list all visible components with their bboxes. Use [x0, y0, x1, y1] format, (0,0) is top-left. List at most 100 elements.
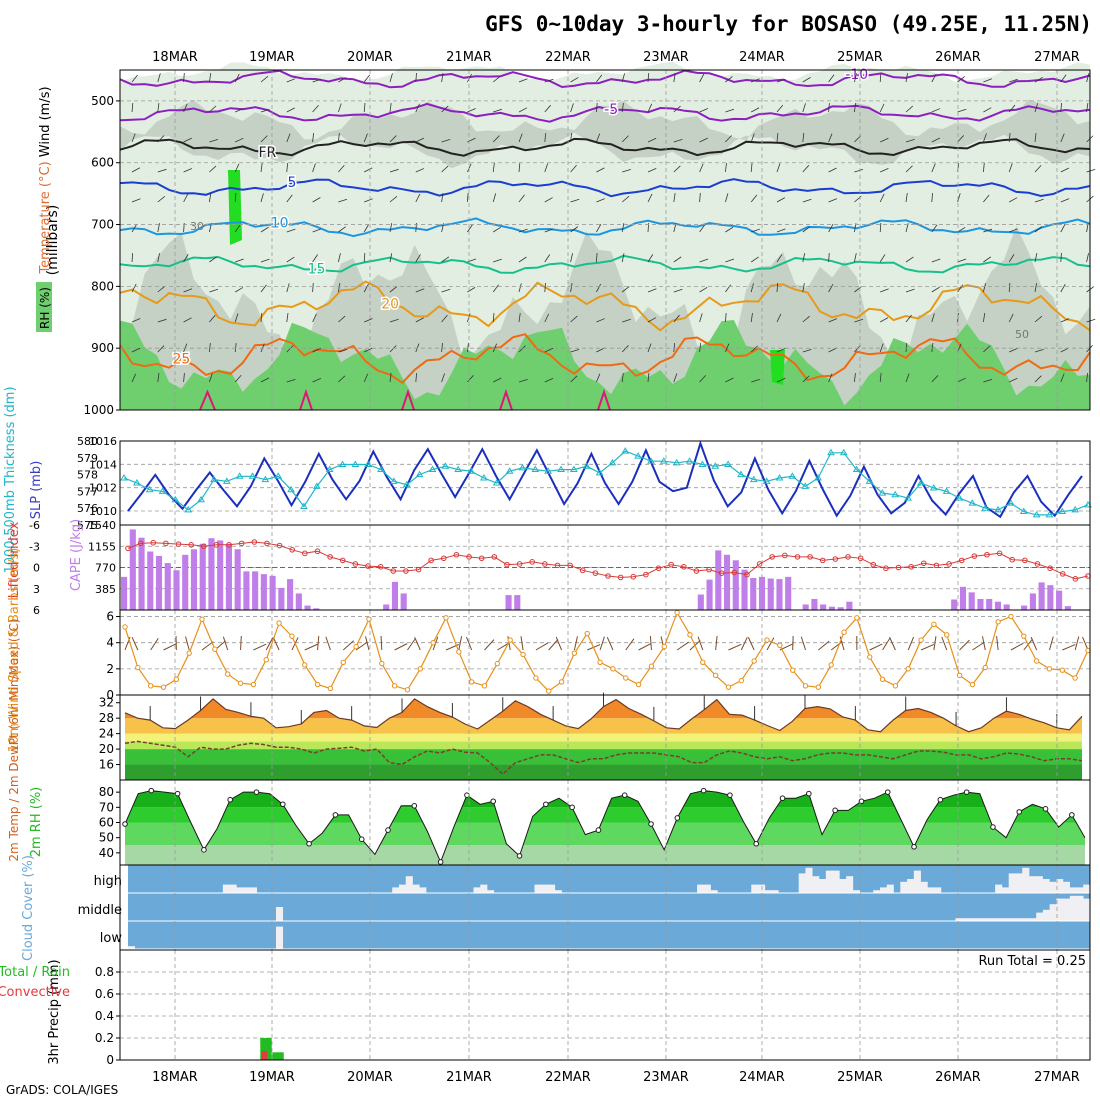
wind-barb — [596, 74, 603, 83]
cloud-high-bar — [392, 887, 400, 893]
wind-barb — [183, 103, 188, 113]
wind-barb — [622, 318, 631, 323]
wind-barb — [163, 643, 177, 651]
wind-barb — [286, 194, 293, 203]
wind-barb — [882, 637, 891, 651]
wind-barb — [131, 224, 137, 233]
wind-barb — [828, 283, 834, 293]
wind-barb — [621, 195, 630, 203]
lifted-index-marker — [125, 545, 131, 552]
thickness-marker — [685, 457, 694, 464]
cloud-high-bar — [1056, 879, 1064, 893]
x-tick-label: 27MAR — [1034, 50, 1080, 65]
cloud-high-bar — [764, 890, 772, 893]
wind-barb — [647, 137, 657, 143]
rh-shading-green — [120, 320, 1090, 410]
wind-barb — [467, 163, 472, 173]
rh-marker — [1016, 809, 1023, 815]
wind-barb — [1034, 315, 1043, 323]
wind-barb — [673, 73, 676, 83]
wind-barb — [1060, 223, 1066, 233]
temperature-band — [125, 698, 1082, 719]
cloud-middle-bar — [955, 918, 963, 921]
wind-barb — [414, 637, 421, 651]
x-tick-label: 19MAR — [249, 1070, 295, 1085]
cape-bar — [514, 595, 521, 610]
cloud-high-bar — [1015, 873, 1023, 893]
wind-barb — [596, 347, 605, 353]
wind-barb — [941, 636, 948, 651]
rh-marker — [464, 792, 470, 798]
wind-barb — [828, 223, 834, 233]
wind-barb — [697, 636, 704, 651]
wind-speed-marker — [700, 659, 706, 666]
wind-barb — [209, 138, 219, 143]
wind-barb — [1060, 347, 1070, 353]
wind-barb — [441, 138, 451, 143]
rh-band — [125, 845, 1085, 865]
cloud-high-bar — [222, 884, 230, 893]
lifted-index-marker — [1072, 576, 1079, 582]
cloud-middle-bar — [276, 907, 284, 921]
wind-barb — [415, 137, 425, 143]
cloud-high-bar — [1035, 876, 1043, 893]
dewpoint-line — [124, 740, 1083, 776]
rh-contour-label: 30 — [190, 220, 204, 233]
wind-barb — [260, 135, 268, 143]
wind-speed-marker — [379, 660, 385, 667]
wind-barb — [389, 286, 398, 293]
wind-barb — [286, 163, 288, 173]
y-tick-label: 0 — [106, 1053, 114, 1067]
cloud-middle-bar — [1083, 898, 1091, 921]
wind-barb — [492, 76, 501, 83]
cape-bar — [304, 605, 311, 610]
wind-barb — [1060, 133, 1065, 143]
thickness-marker — [788, 472, 797, 479]
wind-barb — [363, 252, 366, 263]
wind-speed-marker — [443, 615, 449, 621]
wind-barb — [325, 636, 331, 651]
lifted-index-marker — [188, 542, 194, 548]
wind-barb — [240, 635, 242, 651]
wind-barb — [854, 73, 858, 83]
cape-bar — [1064, 606, 1071, 610]
wind-barb — [699, 108, 709, 113]
wind-barb — [699, 163, 704, 173]
lifted-cape-panel: -6 -3 0 3 6 385 770 1155 1540 — [29, 519, 1091, 617]
cloud-high-bar — [1008, 873, 1016, 893]
cloud-high-bar — [1042, 879, 1050, 893]
temperature-band — [125, 764, 1082, 780]
wind-barb — [364, 318, 373, 323]
cape-bar — [951, 599, 958, 610]
thickness-marker — [698, 460, 707, 468]
slp-line — [127, 440, 1083, 519]
run-total-label: Run Total = 0.25 — [978, 954, 1086, 969]
thickness-marker — [865, 477, 874, 484]
cloud-high-bar — [412, 884, 420, 893]
cloud-high-bar — [249, 887, 258, 893]
x-tick-label: 25MAR — [837, 50, 883, 65]
lifted-index-marker — [857, 555, 864, 562]
wind-speed-marker — [558, 679, 565, 685]
rh-marker — [253, 789, 260, 795]
wind-barb — [312, 347, 321, 353]
thickness-marker — [955, 494, 964, 501]
rh-marker — [1042, 806, 1049, 812]
x-tick-label: 23MAR — [643, 1070, 689, 1085]
lifted-index-marker — [251, 539, 258, 545]
wind-barb — [467, 287, 476, 293]
wind-barb — [776, 313, 782, 323]
wind-barb — [957, 258, 967, 263]
wind-barb — [338, 164, 345, 173]
wind-barb — [972, 641, 985, 651]
lifted-index-marker — [150, 539, 157, 546]
cloud-middle-bar — [1016, 918, 1024, 921]
wind-barb — [621, 373, 624, 383]
lifted-index-marker — [238, 540, 245, 547]
wind-speed-marker — [327, 685, 334, 692]
isotherm-peak — [597, 388, 611, 411]
lifted-index-marker — [163, 540, 169, 547]
wind-barb — [394, 643, 408, 651]
wind-barb — [544, 313, 550, 323]
